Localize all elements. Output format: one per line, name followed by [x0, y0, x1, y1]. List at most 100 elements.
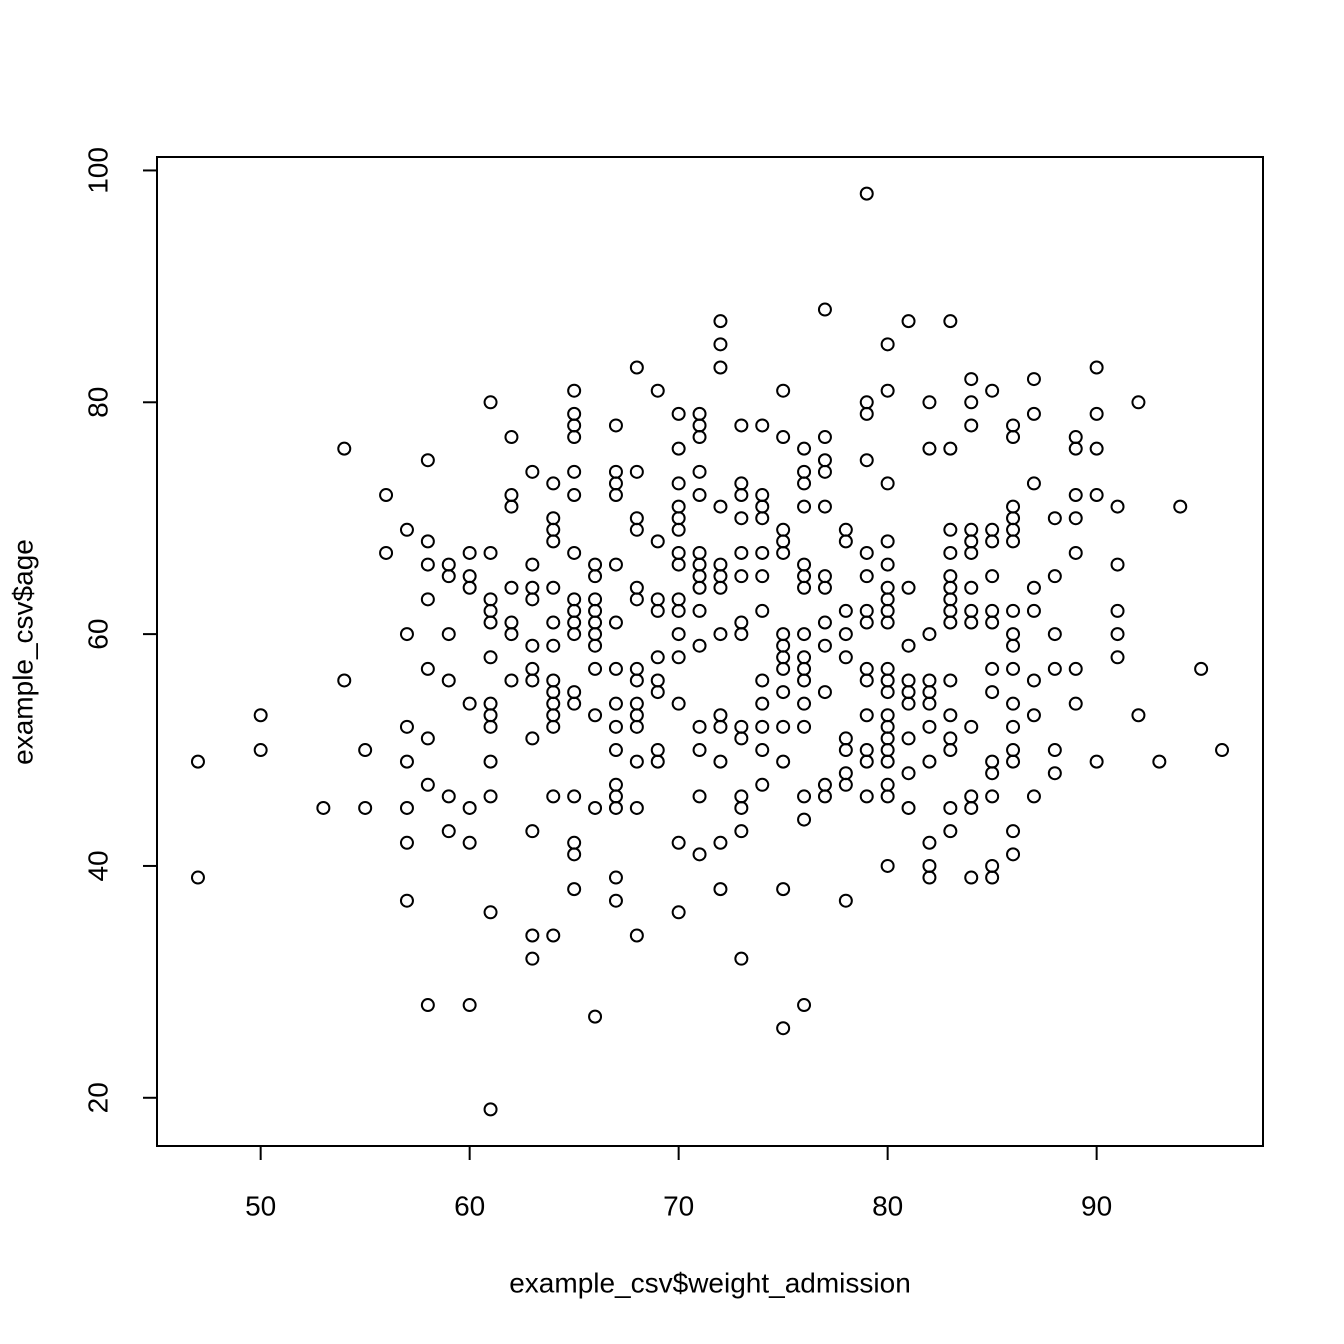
point — [1006, 499, 1021, 514]
point — [755, 499, 770, 514]
point — [441, 673, 456, 688]
point — [546, 789, 561, 804]
point — [671, 603, 686, 618]
point — [608, 464, 623, 479]
point — [943, 615, 958, 630]
point — [964, 789, 979, 804]
point — [776, 627, 791, 642]
point — [588, 615, 603, 630]
point — [608, 615, 623, 630]
point — [567, 615, 582, 630]
point — [734, 545, 749, 560]
point — [483, 789, 498, 804]
y-tick-label: 100 — [82, 147, 113, 194]
point — [1068, 545, 1083, 560]
point — [755, 569, 770, 584]
point — [943, 708, 958, 723]
point — [629, 928, 644, 943]
point — [817, 638, 832, 653]
point — [880, 685, 895, 700]
point — [880, 789, 895, 804]
point — [629, 360, 644, 375]
point — [692, 603, 707, 618]
point — [901, 696, 916, 711]
point — [420, 557, 435, 572]
point — [629, 511, 644, 526]
point — [922, 685, 937, 700]
point — [901, 638, 916, 653]
point — [1047, 569, 1062, 584]
point — [713, 882, 728, 897]
point — [1026, 476, 1041, 491]
point — [629, 580, 644, 595]
point — [1006, 603, 1021, 618]
point — [1026, 603, 1041, 618]
point — [462, 835, 477, 850]
point — [755, 545, 770, 560]
point — [922, 441, 937, 456]
point — [776, 1021, 791, 1036]
point — [755, 719, 770, 734]
point — [671, 406, 686, 421]
point — [859, 545, 874, 560]
point — [922, 835, 937, 850]
point — [776, 534, 791, 549]
point — [1006, 696, 1021, 711]
point — [358, 800, 373, 815]
point — [943, 673, 958, 688]
point — [399, 893, 414, 908]
point — [546, 673, 561, 688]
point — [1194, 661, 1209, 676]
point — [650, 534, 665, 549]
point — [1006, 534, 1021, 549]
point — [588, 800, 603, 815]
point — [943, 603, 958, 618]
point — [880, 337, 895, 352]
point — [880, 615, 895, 630]
point — [692, 557, 707, 572]
point — [713, 835, 728, 850]
point — [483, 754, 498, 769]
point — [546, 928, 561, 943]
point — [1110, 499, 1125, 514]
point — [525, 661, 540, 676]
point — [943, 824, 958, 839]
point — [838, 534, 853, 549]
point — [692, 430, 707, 445]
point — [964, 522, 979, 537]
point — [755, 418, 770, 433]
point — [1026, 372, 1041, 387]
point — [462, 545, 477, 560]
point — [985, 754, 1000, 769]
point — [462, 569, 477, 584]
point — [399, 627, 414, 642]
point — [629, 719, 644, 734]
point — [1131, 395, 1146, 410]
point — [692, 847, 707, 862]
point — [567, 406, 582, 421]
point — [608, 743, 623, 758]
point — [1047, 627, 1062, 642]
point — [379, 545, 394, 560]
point — [629, 592, 644, 607]
point — [504, 580, 519, 595]
point — [817, 430, 832, 445]
point — [817, 777, 832, 792]
point — [650, 592, 665, 607]
point — [190, 754, 205, 769]
point — [797, 441, 812, 456]
point — [629, 754, 644, 769]
point — [692, 719, 707, 734]
point — [483, 1102, 498, 1117]
point — [755, 777, 770, 792]
point — [420, 534, 435, 549]
point — [817, 580, 832, 595]
x-tick-label: 50 — [245, 1190, 276, 1221]
point — [985, 383, 1000, 398]
point — [671, 835, 686, 850]
point — [567, 835, 582, 850]
point — [838, 777, 853, 792]
point — [859, 569, 874, 584]
point — [755, 511, 770, 526]
point — [734, 824, 749, 839]
